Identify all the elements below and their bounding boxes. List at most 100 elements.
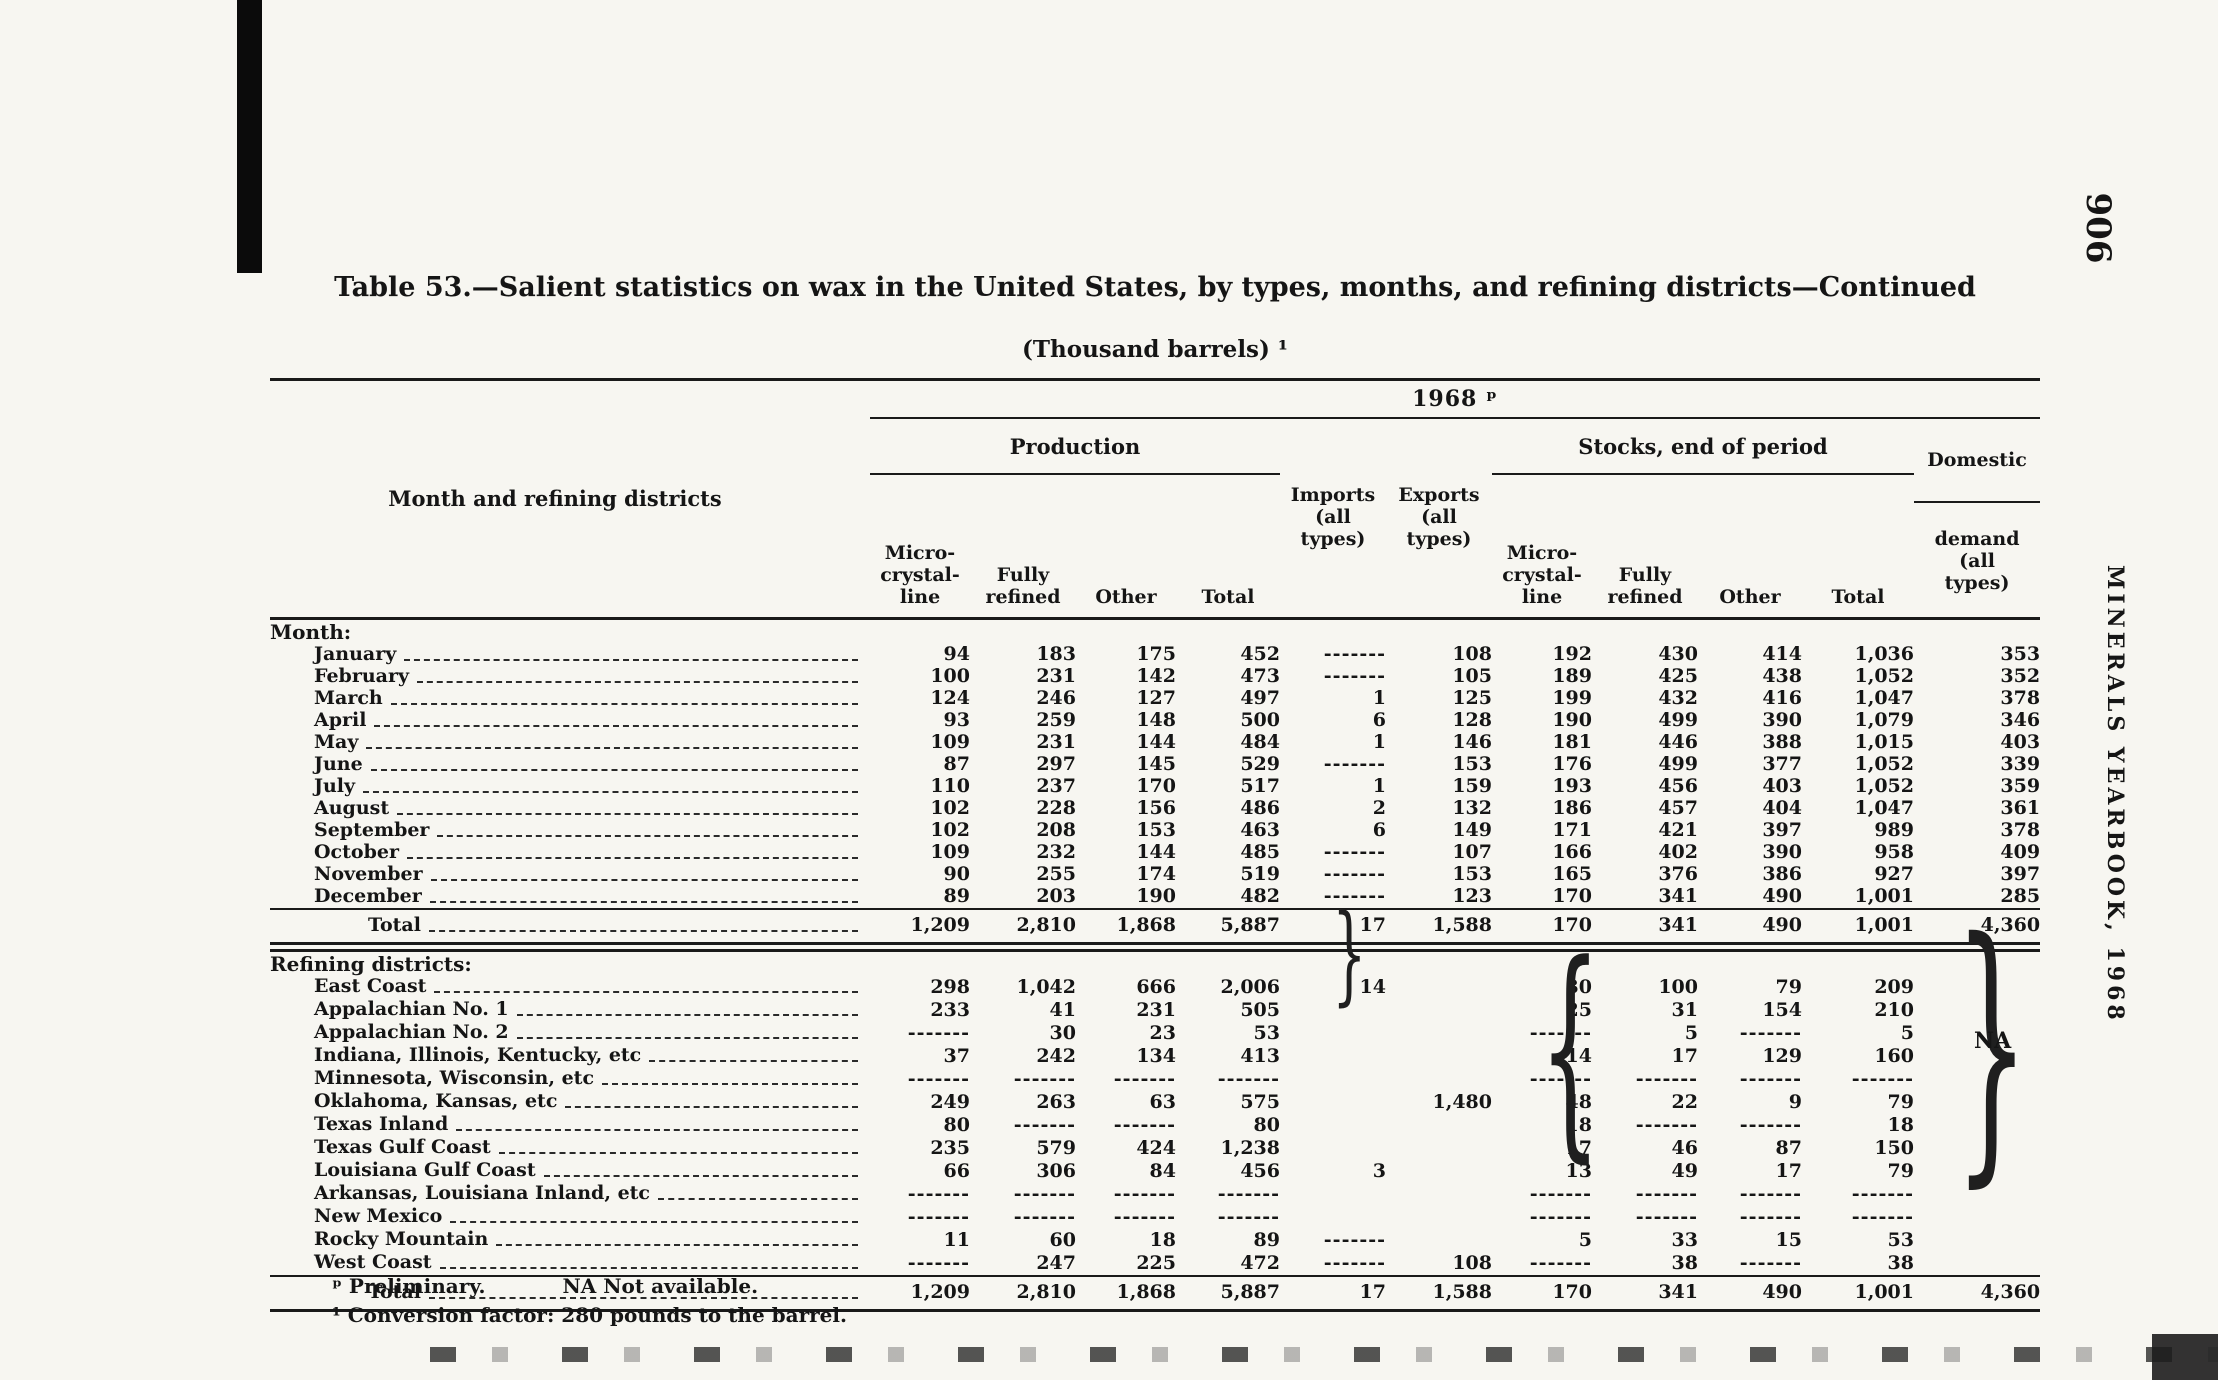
empty-cell: -------: [1851, 1205, 1914, 1228]
value-cell: 190: [1136, 885, 1176, 908]
value-cell: 1,052: [1854, 775, 1915, 798]
value-cell: 5: [1578, 1228, 1592, 1251]
value-cell: 150: [1874, 1136, 1914, 1159]
blank-cell: [1386, 1183, 1492, 1206]
value-cell: 109: [930, 841, 970, 864]
total-row: Total 1,209 2,810 1,868 5,887 17 1,588 170 341 49…: [270, 1274, 2041, 1311]
empty-cell: -------: [1529, 1205, 1592, 1228]
value-cell: 1,052: [1854, 665, 1915, 688]
value-cell: 499: [1658, 753, 1698, 776]
value-cell: 107: [1452, 841, 1492, 864]
table-row: Texas Gulf Coast 235 579 424 1,238 17 46 87 150: [270, 1137, 2040, 1160]
row-label-cell: East Coast: [270, 976, 870, 999]
value-cell: 1,238: [1220, 1136, 1281, 1159]
page-number: 906: [2078, 192, 2118, 264]
value-cell: 2: [1372, 797, 1386, 820]
value-cell: 1,868: [1076, 1274, 1176, 1311]
table-row: Rocky Mountain 11 60 18 89 ------- 5 33 15 53: [270, 1229, 2040, 1252]
value-cell: 1: [1372, 687, 1386, 710]
value-cell: 424: [1136, 1136, 1176, 1159]
empty-cell: -------: [1323, 863, 1386, 886]
value-cell: 49: [1671, 1159, 1698, 1182]
value-cell: 176: [1552, 753, 1592, 776]
value-cell: 30: [1565, 975, 1592, 998]
blank-cell: [1386, 1229, 1492, 1252]
stocks-total-header: Total: [1802, 474, 1914, 620]
empty-cell: -------: [907, 1251, 970, 1274]
empty-cell: -------: [1529, 1021, 1592, 1044]
row-label: August: [314, 796, 390, 819]
book-spine-title: MINERALS YEARBOOK, 1968: [2102, 565, 2128, 1024]
empty-cell: -------: [1323, 885, 1386, 908]
row-label: May: [314, 730, 359, 753]
empty-cell: -------: [1217, 1205, 1280, 1228]
value-cell: 181: [1552, 731, 1592, 754]
value-cell: 80: [943, 1113, 970, 1136]
value-cell: 413: [1240, 1044, 1280, 1067]
blank-cell: [1914, 1229, 2040, 1252]
value-cell: 361: [2000, 797, 2041, 820]
empty-cell: -------: [1323, 643, 1386, 666]
total-label: Total: [368, 913, 421, 936]
row-label-cell: May: [270, 732, 870, 754]
blank-cell: [1280, 1137, 1386, 1160]
dash-leader: [565, 1106, 858, 1109]
value-cell: 1,868: [1076, 907, 1176, 944]
value-cell: 1,588: [1386, 1274, 1492, 1311]
production-total-header: Total: [1176, 474, 1280, 620]
blank-cell: [1386, 1022, 1492, 1045]
value-cell: 490: [1762, 885, 1802, 908]
empty-cell: -------: [1635, 1067, 1698, 1090]
value-cell: 446: [1658, 731, 1698, 754]
value-cell: 346: [2000, 709, 2041, 732]
value-cell: 25: [1565, 998, 1592, 1021]
section-label: Month:: [270, 619, 352, 644]
wax-statistics-table: Month and refining districts 1968 ᵖ Prod…: [270, 378, 2041, 1312]
value-cell: 421: [1658, 819, 1698, 842]
value-cell: 517: [1240, 775, 1280, 798]
value-cell: 1,079: [1854, 709, 1915, 732]
table-row: November 90 255 174 519 ------- 153 165 376 386 92…: [270, 864, 2040, 886]
dash-leader: [390, 702, 858, 705]
row-label-cell: New Mexico: [270, 1206, 870, 1229]
empty-cell: -------: [907, 1205, 970, 1228]
stub-header: Month and refining districts: [270, 379, 870, 620]
value-cell: 186: [1552, 797, 1592, 820]
double-rule-row: [270, 941, 2041, 952]
value-cell: 519: [1240, 863, 1280, 886]
empty-cell: -------: [1851, 1067, 1914, 1090]
empty-cell: -------: [1013, 1067, 1076, 1090]
value-cell: 414: [1762, 643, 1802, 666]
row-label: Arkansas, Louisiana Inland, etc: [314, 1182, 650, 1205]
value-cell: 79: [1775, 975, 1802, 998]
row-label-cell: December: [270, 886, 870, 909]
value-cell: 87: [1775, 1136, 1802, 1159]
table-row: May 109 231 144 484 1 146 181 446 388 1,015 403: [270, 732, 2040, 754]
value-cell: 203: [1036, 885, 1076, 908]
row-label-cell: Appalachian No. 1: [270, 999, 870, 1022]
empty-cell: -------: [907, 1182, 970, 1205]
row-label-cell: Arkansas, Louisiana Inland, etc: [270, 1183, 870, 1206]
imports-group-brace: }: [1332, 892, 1367, 1017]
row-label-cell: November: [270, 864, 870, 886]
table-subtitle: (Thousand barrels) ¹: [1022, 336, 1288, 363]
row-label: Louisiana Gulf Coast: [314, 1159, 536, 1182]
value-cell: 456: [1240, 1159, 1280, 1182]
value-cell: 1,588: [1386, 907, 1492, 944]
scan-artifact-bar: [237, 0, 262, 273]
value-cell: 124: [930, 687, 970, 710]
dash-leader: [450, 1221, 858, 1224]
value-cell: 1,001: [1802, 1274, 1914, 1311]
empty-cell: -------: [907, 1021, 970, 1044]
value-cell: 18: [1887, 1113, 1914, 1136]
value-cell: 237: [1036, 775, 1076, 798]
footnotes: ᵖ Preliminary. NA Not available. ¹ Conve…: [332, 1272, 847, 1330]
empty-cell: -------: [1323, 1251, 1386, 1274]
empty-cell: -------: [1013, 1205, 1076, 1228]
dash-leader: [363, 790, 858, 793]
value-cell: 457: [1658, 797, 1698, 820]
value-cell: 397: [1762, 819, 1802, 842]
dash-leader: [428, 1296, 858, 1299]
section-row: Month:: [270, 618, 2040, 644]
row-label: July: [314, 774, 356, 797]
